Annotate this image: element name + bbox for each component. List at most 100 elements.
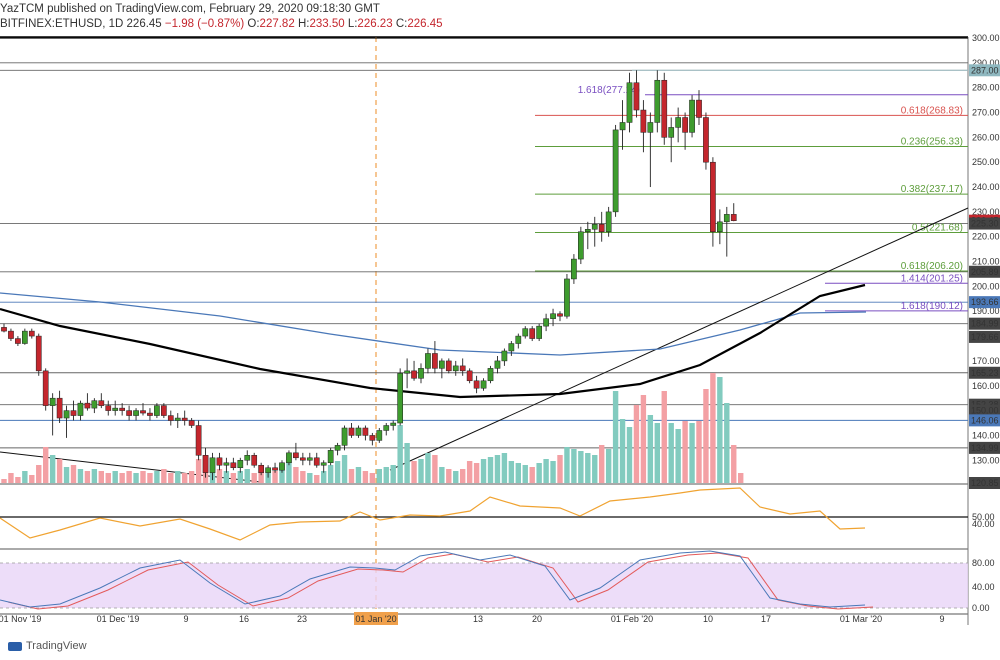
candle-body [723,214,730,223]
volume-bar [251,473,257,483]
volume-bar [390,465,396,483]
candle-body [133,410,139,416]
price-badge [969,317,1000,330]
fib-level-label: 0.236(256.33) [901,136,963,147]
price-tick-label: 220.00 [972,232,1000,242]
candle-body [28,330,35,337]
volume-bar [286,459,292,483]
volume-bar [334,461,341,483]
ma-blue-line [0,292,867,356]
candle-body [452,365,459,372]
candle-body [432,353,438,369]
price-change: −1.98 (−0.87%) [164,18,245,30]
price-tick-label: 260.00 [972,132,1000,142]
low-value: 226.23 [357,18,393,30]
price-tick-label: 160.00 [972,381,1000,391]
volume-bar [592,455,598,483]
volume-bar [640,395,647,483]
fib-level-label: 0.382(237.17) [901,184,963,195]
price-badge-label: 165.23 [971,368,999,378]
candle-body [272,467,278,471]
symbol-line: BITFINEX:ETHUSD, 1D 226.45 −1.98 (−0.87%… [0,18,443,30]
price-badge-label: 120.85 [971,478,999,488]
candle-body [237,460,244,468]
candle-body [98,400,105,406]
price-chart[interactable]: 1.618(277.14) 0.618(268.83) 0.236(256.33) 0… [0,0,1000,637]
volume-bar [487,457,494,483]
volume-bar [696,421,702,483]
volume-bar [265,473,271,483]
stoch-d-line [7,552,874,610]
volume-bar [689,423,695,483]
price-badge [969,330,1000,343]
volume-bar [432,455,438,483]
candle-body [584,229,591,232]
volume-bar [446,469,452,483]
candle-body [327,450,334,464]
volume-bar [307,473,313,483]
volume-bar [327,465,334,483]
price-badge-label: 179.66 [971,332,999,342]
volume-bar [258,471,264,483]
candle-body [696,99,702,118]
candle-body [306,457,313,461]
date-tick-label: 9 [939,614,944,624]
fib-level-label: 0.5(221.68) [912,223,963,234]
low-label: L: [347,18,358,30]
volume-bar [230,473,237,483]
volume-bar [550,461,556,483]
candle-body [77,402,84,416]
volume-bar [22,471,28,483]
volume-bar [585,453,591,483]
volume-bar [8,473,14,483]
ma-black-line [0,283,866,399]
candle-body [42,370,49,406]
volume-bar [15,477,21,483]
stoch-tick-label: 40.00 [972,582,995,592]
volume-bar [63,467,70,483]
volume-bar [133,473,139,483]
candle-body [383,425,390,431]
candle-body [313,457,320,466]
volume-bar [112,471,118,483]
candle-body [459,365,466,372]
volume-bar [140,471,146,483]
candle-body [605,211,612,232]
open-value: 227.82 [259,18,295,30]
fib-level-label: 1.618(277.14) [578,85,640,96]
candle-body [209,457,216,473]
publisher-line: YazTCM published on TradingView.com, Feb… [0,3,380,15]
close-value: 226.45 [407,18,443,30]
volume-bar [724,403,730,483]
candle-body [49,397,56,406]
volume-bar [182,473,188,483]
volume-bar [126,471,132,483]
candle-body [258,464,264,473]
candle-body [397,373,403,424]
candle-body [161,405,167,416]
brand-label: TradingView [26,640,87,652]
rising-trendline [389,207,969,471]
volume-bar [376,469,382,483]
price-tick-label: 240.00 [972,182,1000,192]
chart-footer: TradingView [0,637,1000,660]
candle-body [466,370,473,382]
candle-body [675,117,681,128]
date-tick-label: 16 [239,614,249,624]
publisher-text: YazTCM published on TradingView.com, Feb… [0,3,380,15]
volume-bar [300,471,306,483]
volume-bar [557,455,563,483]
candle-body [473,380,480,389]
volume-bar [397,425,403,483]
volume-bar [216,469,223,483]
candle-body [376,430,383,441]
volume-bar [619,419,626,483]
candle-body [355,427,362,436]
volume-bar [460,469,466,483]
volume-bar [682,421,688,483]
price-tick-label: 300.00 [972,33,1000,43]
date-highlight [354,612,398,625]
candle-body [661,79,668,138]
date-tick-label: 20 [532,614,542,624]
price-badge [969,441,1000,454]
